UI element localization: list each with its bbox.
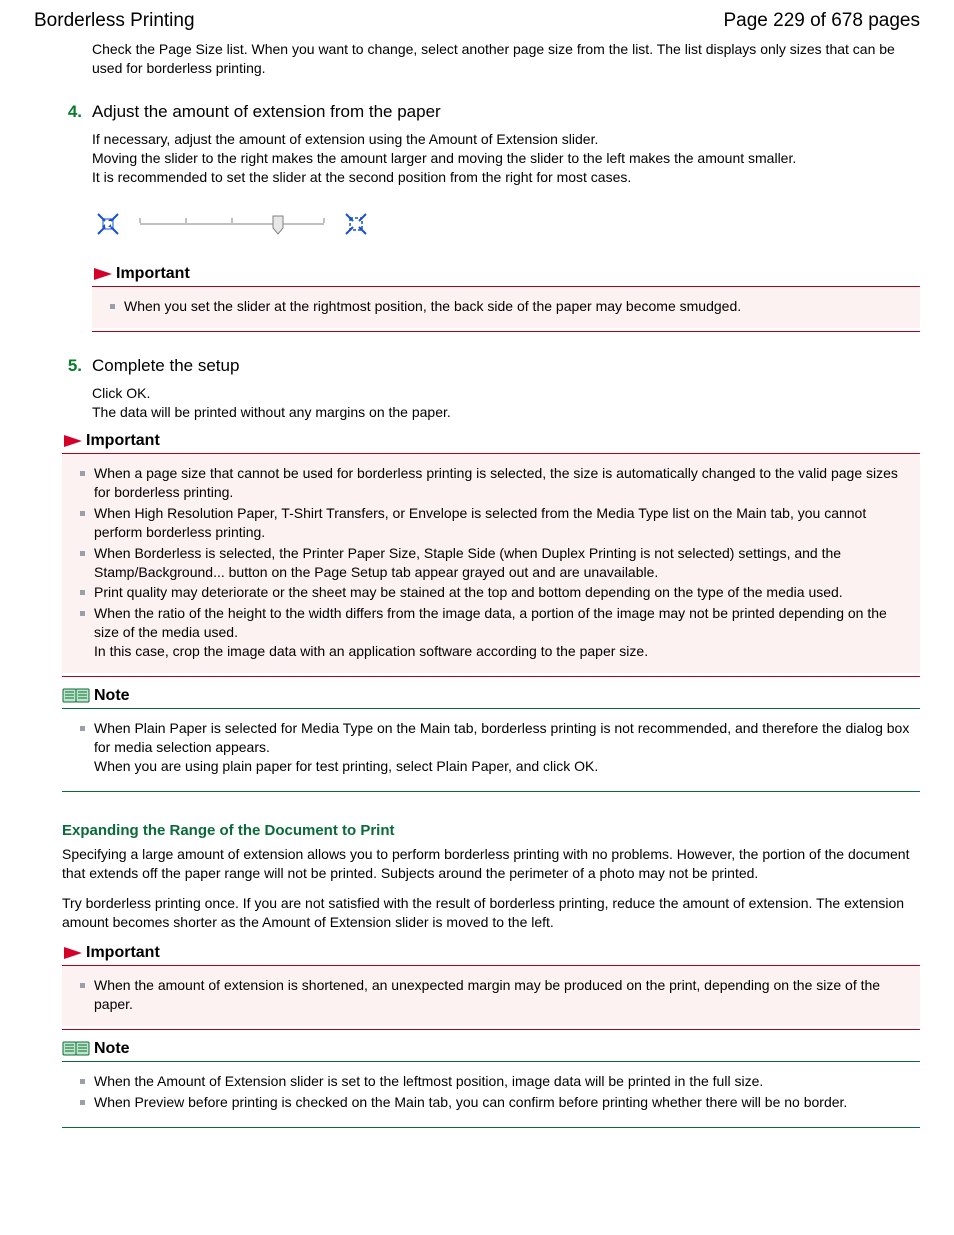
flag-icon [62, 945, 84, 961]
step-number: 5. [34, 356, 92, 376]
list-item: When the amount of extension is shortene… [72, 976, 910, 1014]
page-header: Borderless Printing Page 229 of 678 page… [0, 0, 954, 40]
important-callout-step4: Important When you set the slider at the… [92, 265, 920, 332]
important-list: When the amount of extension is shortene… [72, 976, 910, 1014]
list-item: When Borderless is selected, the Printer… [72, 544, 910, 582]
note-icon [62, 1040, 92, 1058]
important-list: When you set the slider at the rightmost… [102, 297, 910, 316]
important-label: Important [86, 432, 160, 450]
important-header: Important [62, 432, 920, 450]
step-title: Complete the setup [92, 356, 239, 376]
expand-p2: Try borderless printing once. If you are… [62, 894, 920, 932]
step-5-body: Click OK. The data will be printed witho… [92, 384, 920, 422]
list-item: When you set the slider at the rightmost… [102, 297, 910, 316]
important-list: When a page size that cannot be used for… [72, 464, 910, 661]
extension-slider[interactable] [92, 200, 372, 244]
note-callout-main: Note When Plain Paper is selected for Me… [62, 687, 920, 792]
expand-p1: Specifying a large amount of extension a… [62, 845, 920, 883]
list-item: When High Resolution Paper, T-Shirt Tran… [72, 504, 910, 542]
step-5-heading: 5. Complete the setup [34, 356, 920, 376]
note-icon [62, 687, 92, 705]
important-label: Important [116, 265, 190, 283]
page-indicator: Page 229 of 678 pages [723, 10, 920, 32]
list-item: When Preview before printing is checked … [72, 1093, 910, 1112]
note-header: Note [62, 1040, 920, 1058]
list-item: When the ratio of the height to the widt… [72, 604, 910, 661]
note-list: When Plain Paper is selected for Media T… [72, 719, 910, 776]
note-callout-expand: Note When the Amount of Extension slider… [62, 1040, 920, 1128]
expand-heading: Expanding the Range of the Document to P… [62, 822, 920, 839]
step-number: 4. [34, 102, 92, 122]
note-label: Note [94, 687, 130, 705]
important-header: Important [92, 265, 920, 283]
flag-icon [92, 266, 114, 282]
step-title: Adjust the amount of extension from the … [92, 102, 441, 122]
list-item: When a page size that cannot be used for… [72, 464, 910, 502]
note-header: Note [62, 687, 920, 705]
step-4-body: If necessary, adjust the amount of exten… [92, 130, 920, 187]
important-label: Important [86, 944, 160, 962]
important-header: Important [62, 944, 920, 962]
list-item: When the Amount of Extension slider is s… [72, 1072, 910, 1091]
content-area: Check the Page Size list. When you want … [0, 40, 954, 1178]
note-label: Note [94, 1040, 130, 1058]
important-callout-main: Important When a page size that cannot b… [62, 432, 920, 677]
step-4-heading: 4. Adjust the amount of extension from t… [34, 102, 920, 122]
list-item: Print quality may deteriorate or the she… [72, 583, 910, 602]
note-list: When the Amount of Extension slider is s… [72, 1072, 910, 1112]
page-title: Borderless Printing [34, 10, 195, 32]
intro-text: Check the Page Size list. When you want … [92, 40, 920, 78]
flag-icon [62, 433, 84, 449]
extension-slider-figure [92, 200, 920, 247]
list-item: When Plain Paper is selected for Media T… [72, 719, 910, 776]
important-callout-expand: Important When the amount of extension i… [62, 944, 920, 1030]
